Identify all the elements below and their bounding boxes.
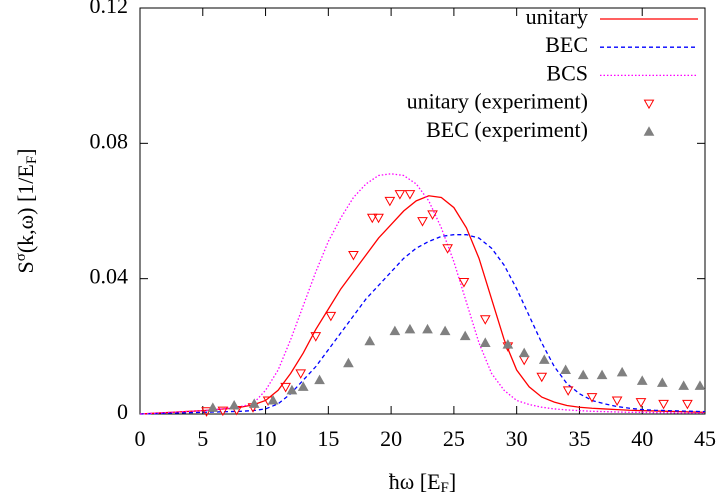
x-tick-label: 20 <box>380 426 402 451</box>
marker <box>560 364 571 375</box>
y-axis-label-part: F <box>24 156 40 164</box>
marker <box>479 337 491 347</box>
marker <box>373 213 384 224</box>
x-axis-label-part: F <box>441 480 449 496</box>
x-tick-label: 15 <box>317 426 339 451</box>
marker <box>518 355 530 366</box>
x-tick-label: 25 <box>443 426 465 451</box>
plot-frame <box>139 7 706 415</box>
marker <box>286 384 298 395</box>
legend-label: unitary <box>526 4 588 29</box>
marker <box>217 406 229 417</box>
legend-swatch <box>643 126 655 136</box>
marker <box>280 382 291 393</box>
line-series <box>139 173 705 415</box>
marker <box>366 213 378 224</box>
x-tick-label: 45 <box>694 426 716 451</box>
x-tick-label: 10 <box>255 426 277 451</box>
marker <box>417 217 428 227</box>
marker <box>694 380 706 390</box>
x-tick-label: 35 <box>568 426 590 451</box>
y-axis-label: Sσ(k,ω) [1/EF] <box>13 148 40 273</box>
y-axis-label-part: S <box>13 261 38 273</box>
y-tick-label: 0.04 <box>90 264 129 289</box>
legend-label: BCS <box>546 60 588 85</box>
marker <box>364 335 376 346</box>
marker <box>295 369 307 379</box>
x-axis-label: ħω [EF] <box>389 469 456 496</box>
legend-label: unitary (experiment) <box>407 89 588 114</box>
line-series <box>139 195 706 415</box>
y-axis-label-part: σ <box>13 253 29 261</box>
marker <box>248 398 260 408</box>
x-tick-label: 0 <box>135 426 146 451</box>
marker <box>297 381 309 391</box>
legend-label: BEC (experiment) <box>426 117 588 142</box>
marker <box>635 398 647 408</box>
marker <box>658 399 669 410</box>
y-tick-label: 0.12 <box>90 0 129 18</box>
marker <box>389 325 401 336</box>
marker <box>310 332 322 342</box>
marker <box>611 396 623 406</box>
x-axis-label-part: ħω [E <box>389 469 441 494</box>
marker <box>459 330 471 341</box>
marker <box>404 190 416 200</box>
legend-swatch <box>643 99 655 110</box>
marker <box>404 323 416 334</box>
marker <box>586 393 598 403</box>
marker <box>343 357 354 368</box>
line-series <box>139 234 706 415</box>
marker <box>577 369 589 380</box>
marker <box>518 347 530 358</box>
x-tick-label: 5 <box>197 426 208 451</box>
x-tick-label: 40 <box>631 426 653 451</box>
y-tick-label: 0 <box>117 399 128 424</box>
marker <box>479 315 491 325</box>
marker <box>267 394 279 405</box>
x-axis-label-part: ] <box>449 469 456 494</box>
marker <box>228 400 240 410</box>
marker <box>458 278 470 288</box>
marker <box>422 323 433 334</box>
marker <box>207 402 219 412</box>
x-tick-label: 30 <box>506 426 528 451</box>
marker <box>538 354 550 364</box>
y-axis-label-part: (k,ω) [1/E <box>13 164 38 253</box>
marker <box>427 210 438 220</box>
marker <box>325 311 337 322</box>
marker <box>439 325 451 336</box>
marker <box>562 386 574 396</box>
y-axis-label-part: ] <box>13 148 38 155</box>
legend-label: BEC <box>545 32 588 57</box>
marker <box>682 399 693 410</box>
marker <box>442 244 453 254</box>
marker <box>596 369 608 380</box>
marker <box>616 366 628 377</box>
marker <box>636 375 648 385</box>
marker <box>348 250 359 261</box>
marker <box>656 377 668 387</box>
y-tick-label: 0.08 <box>90 128 129 153</box>
marker <box>394 190 406 200</box>
marker <box>536 372 548 383</box>
marker <box>314 374 325 385</box>
marker <box>384 196 396 207</box>
marker <box>678 380 690 390</box>
marker <box>502 339 514 349</box>
